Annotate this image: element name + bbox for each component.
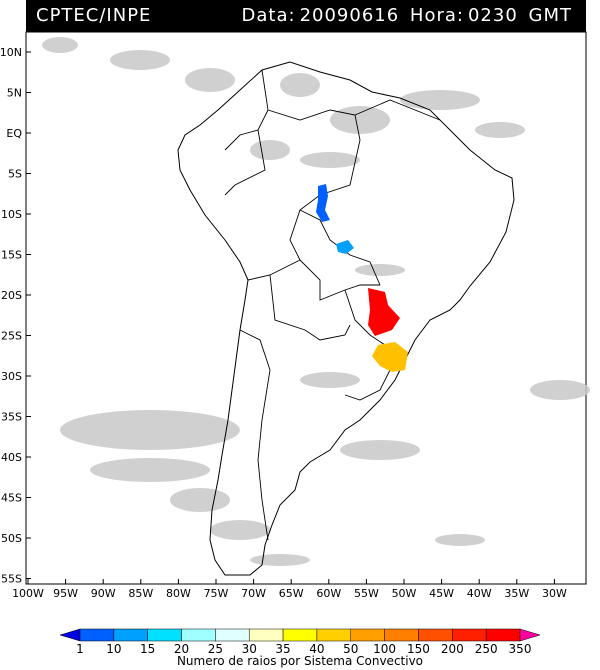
- lat-tick-label: 35S: [1, 411, 22, 424]
- lon-tick-label: 65W: [279, 587, 304, 600]
- lat-tick-label: EQ: [6, 127, 22, 140]
- lat-tick-label: 5S: [8, 168, 22, 181]
- latitude-labels: 10N 5N EQ 5S 10S 15S 20S 25S 30S 35S 40S 45S 50S 55S: [0, 46, 31, 586]
- lon-tick-label: 95W: [53, 587, 78, 600]
- colorbar-title: Numero de raios por Sistema Convectivo: [177, 654, 423, 668]
- timestamp: Data: 20090616 Hora: 0230 GMT: [238, 5, 572, 26]
- lon-tick-label: 35W: [504, 587, 529, 600]
- colorbar-segment: [282, 628, 318, 642]
- coastline: [177, 61, 515, 576]
- colorbar-segment: [418, 628, 453, 642]
- colorbar-segment: [316, 628, 352, 642]
- lon-tick-label: 60W: [316, 587, 341, 600]
- cluster-orange: [372, 342, 408, 372]
- colorbar-tick-label: 20: [174, 642, 189, 656]
- hour-value: 0230: [467, 5, 518, 26]
- colorbar-tick-label: 200: [441, 642, 464, 656]
- cluster-blue-2: [336, 240, 354, 254]
- date-value: 20090616: [299, 5, 400, 26]
- lon-tick-label: 30W: [542, 587, 567, 600]
- colorbar-segment: [248, 628, 284, 642]
- colorbar-tick-label: 50: [343, 642, 358, 656]
- lon-tick-label: 50W: [392, 587, 417, 600]
- lon-tick-label: 100W: [12, 587, 44, 600]
- map-header: CPTEC/INPE Data: 20090616 Hora: 0230 GMT: [26, 0, 586, 32]
- colorbar-segment: [485, 628, 521, 642]
- cloud-layer: [42, 37, 590, 566]
- lon-tick-label: 70W: [241, 587, 266, 600]
- colorbar-segment: [350, 628, 385, 642]
- lat-tick-label: 40S: [1, 451, 22, 464]
- colorbar-arrow-left: [59, 628, 81, 642]
- lat-tick-label: 10N: [0, 46, 22, 59]
- colorbar-tick-label: 350: [509, 642, 532, 656]
- hour-label: Hora:: [409, 5, 464, 26]
- lat-tick-label: 15S: [1, 249, 22, 262]
- cluster-red: [368, 288, 400, 336]
- colorbar-tick-label: 40: [309, 642, 324, 656]
- colorbar-segment: [113, 628, 148, 642]
- colorbar-segment: [147, 628, 182, 642]
- lon-tick-label: 75W: [204, 587, 229, 600]
- longitude-labels: 100W 95W 90W 85W 80W 75W 70W 65W 60W 55W 50W 45W 40W…: [12, 579, 567, 600]
- date-label: Data:: [241, 5, 296, 26]
- colorbar-tick-label: 150: [407, 642, 430, 656]
- lightning-clusters: [316, 184, 408, 372]
- colorbar-tick-label: 35: [275, 642, 290, 656]
- country-borders: [224, 69, 441, 541]
- colorbar-tick-label: 10: [106, 642, 121, 656]
- lat-tick-label: 50S: [1, 532, 22, 545]
- colorbar-tick-label: 30: [242, 642, 257, 656]
- agency-label: CPTEC/INPE: [36, 5, 152, 26]
- colorbar-arrow-right: [519, 628, 541, 642]
- colorbar-tick-label: 1: [76, 642, 84, 656]
- colorbar: 1 10 15 20 25 30 35 40 50 100 150 200 250 350: [59, 628, 541, 656]
- colorbar-tick-label: 250: [475, 642, 498, 656]
- lon-tick-label: 40W: [467, 587, 492, 600]
- colorbar-tick-label: 15: [140, 642, 155, 656]
- lat-tick-label: 30S: [1, 370, 22, 383]
- colorbar-tick-label: 25: [208, 642, 223, 656]
- lon-tick-label: 85W: [128, 587, 153, 600]
- colorbar-segment: [181, 628, 216, 642]
- lat-tick-label: 5N: [7, 87, 22, 100]
- colorbar-segment: [79, 628, 115, 642]
- lat-tick-label: 55S: [1, 573, 22, 586]
- colorbar-segment: [452, 628, 487, 642]
- lat-tick-label: 10S: [1, 208, 22, 221]
- lon-tick-label: 55W: [354, 587, 379, 600]
- lon-tick-label: 90W: [91, 587, 116, 600]
- lat-tick-label: 45S: [1, 492, 22, 505]
- colorbar-tick-label: 100: [373, 642, 396, 656]
- colorbar-segment: [384, 628, 419, 642]
- cluster-blue-1: [316, 184, 330, 222]
- map-frame: [25, 31, 587, 585]
- lat-tick-label: 20S: [1, 289, 22, 302]
- lon-tick-label: 45W: [429, 587, 454, 600]
- lon-tick-label: 80W: [166, 587, 191, 600]
- timezone-label: GMT: [528, 5, 572, 26]
- colorbar-segment: [215, 628, 250, 642]
- lat-tick-label: 25S: [1, 330, 22, 343]
